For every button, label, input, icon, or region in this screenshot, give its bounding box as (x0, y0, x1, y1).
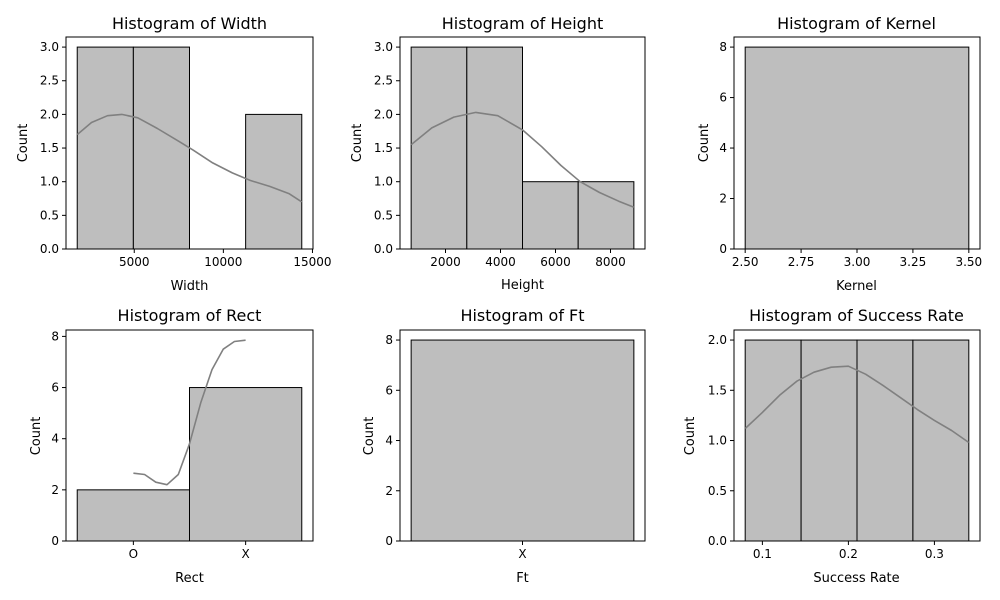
histogram-bar (912, 339, 970, 542)
y-tick-label: 0 (719, 242, 727, 256)
y-tick-label: 1.5 (40, 141, 59, 155)
x-tick-label: 0.2 (839, 547, 858, 561)
plot-success-rate: Histogram of Success Rate Success Rate C… (683, 306, 981, 586)
axes-frame (65, 329, 314, 542)
x-tick-label: 3.25 (900, 255, 927, 269)
y-tick-label: 8 (51, 329, 59, 343)
histogram-bar (744, 46, 970, 250)
x-tick-label: 0.1 (753, 547, 772, 561)
y-tick-label: 2 (719, 192, 727, 206)
plot-title: Histogram of Success Rate (749, 306, 964, 325)
plot-height: Histogram of Height Height Count 2000 400… (350, 14, 646, 293)
y-tick-label: 0.0 (374, 242, 393, 256)
axes-frame (65, 36, 314, 250)
axes-frame (733, 329, 981, 542)
y-tick-label: 0.0 (40, 242, 59, 256)
x-tick-label: X (242, 547, 250, 561)
plot-title: Histogram of Width (112, 14, 267, 33)
y-tick-label: 1.0 (374, 175, 393, 189)
histogram-bar (856, 339, 914, 542)
y-tick-label: 2 (51, 483, 59, 497)
x-axis-label: Success Rate (813, 571, 899, 586)
histogram-bar (76, 46, 134, 250)
x-tick-label: X (518, 547, 526, 561)
plot-width: Histogram of Width Width Count 5000 10000… (16, 14, 332, 294)
x-tick-label: 3.50 (955, 255, 982, 269)
axes-frame (399, 36, 646, 250)
histogram-bar (410, 46, 468, 250)
x-tick-label: 10000 (204, 255, 242, 269)
y-tick-label: 0.5 (708, 484, 727, 498)
x-axis-label: Ft (516, 571, 529, 586)
y-tick-label: 3.0 (374, 40, 393, 54)
y-tick-label: 0.0 (708, 534, 727, 548)
plot-title: Histogram of Ft (460, 306, 584, 325)
histogram-bar (577, 181, 635, 250)
x-tick-label: 0.3 (925, 547, 944, 561)
x-axis-label: Kernel (836, 279, 877, 294)
plot-title: Histogram of Height (442, 14, 603, 33)
y-tick-label: 2.0 (40, 107, 59, 121)
x-tick-label: 2.50 (732, 255, 759, 269)
y-axis-label: Count (683, 417, 698, 456)
y-tick-label: 0 (51, 534, 59, 548)
histogram-bar (522, 181, 579, 250)
y-tick-label: 2.5 (374, 74, 393, 88)
y-tick-label: 1.5 (374, 141, 393, 155)
kde-curve (410, 111, 635, 209)
y-tick-label: 8 (719, 40, 727, 54)
y-axis-label: Count (16, 124, 31, 163)
y-tick-label: 0 (385, 534, 393, 548)
histogram-bar (76, 489, 190, 542)
plot-title: Histogram of Rect (118, 306, 262, 325)
x-axis-label: Rect (175, 571, 204, 586)
y-axis-label: Count (697, 124, 712, 163)
x-tick-label: 15000 (293, 255, 331, 269)
y-tick-label: 1.0 (40, 175, 59, 189)
histogram-bar (744, 339, 802, 542)
y-tick-label: 0.5 (374, 208, 393, 222)
y-tick-label: 3.0 (40, 40, 59, 54)
y-tick-label: 6 (51, 381, 59, 395)
x-tick-label: 2000 (430, 255, 461, 269)
x-tick-label: 3.00 (844, 255, 871, 269)
kde-curve (133, 339, 246, 486)
plot-ft: Histogram of Ft Ft Count X 0 2 4 6 8 (362, 306, 646, 586)
y-tick-label: 8 (385, 333, 393, 347)
x-tick-label: 4000 (485, 255, 516, 269)
y-tick-label: 4 (719, 141, 727, 155)
x-axis-label: Height (501, 278, 544, 293)
y-tick-label: 4 (385, 434, 393, 448)
x-tick-label: 8000 (595, 255, 626, 269)
plot-title: Histogram of Kernel (777, 14, 936, 33)
histogram-bar (189, 387, 303, 542)
y-tick-label: 0.5 (40, 208, 59, 222)
y-tick-label: 2.0 (374, 107, 393, 121)
histogram-bar (800, 339, 858, 542)
y-axis-label: Count (350, 124, 365, 163)
x-tick-label: O (129, 547, 138, 561)
y-axis-label: Count (29, 417, 44, 456)
y-tick-label: 1.5 (708, 383, 727, 397)
histogram-bar (466, 46, 523, 250)
histogram-bar (410, 339, 635, 542)
y-tick-label: 2.0 (708, 333, 727, 347)
y-tick-label: 6 (719, 91, 727, 105)
x-tick-label: 2.75 (788, 255, 815, 269)
y-tick-label: 1.0 (708, 434, 727, 448)
plot-rect: Histogram of Rect Rect Count O X 0 2 4 6 8 (29, 306, 314, 586)
y-tick-label: 2 (385, 484, 393, 498)
plot-kernel: Histogram of Kernel Kernel Count 2.50 2.7… (697, 14, 982, 294)
x-tick-label: 6000 (540, 255, 571, 269)
y-axis-label: Count (362, 417, 377, 456)
y-tick-label: 2.5 (40, 74, 59, 88)
x-tick-label: 5000 (119, 255, 150, 269)
kde-curve (76, 113, 303, 203)
histogram-bar (132, 46, 190, 250)
y-tick-label: 4 (51, 432, 59, 446)
kde-curve (744, 365, 970, 444)
x-axis-label: Width (171, 279, 209, 294)
y-tick-label: 6 (385, 383, 393, 397)
